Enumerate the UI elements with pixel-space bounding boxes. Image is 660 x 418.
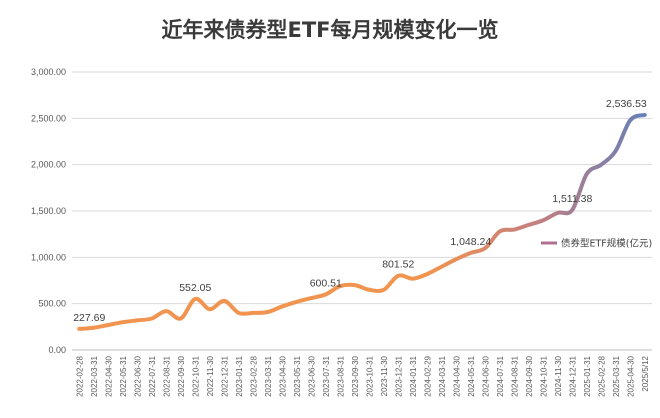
x-tick-label: 2024-07-31 [496, 355, 505, 396]
x-tick-label: 2022-03-31 [90, 355, 99, 396]
x-tick-label: 2022-12-31 [220, 355, 229, 396]
legend-label: 债券型ETF规模(亿元) [561, 238, 652, 250]
data-point [324, 293, 327, 296]
x-tick-label: 2023-01-31 [235, 355, 244, 396]
data-label: 801.52 [382, 259, 414, 271]
x-tick-label: 2024-04-30 [452, 355, 461, 396]
data-point [469, 251, 472, 254]
x-tick-label: 2024-08-31 [510, 355, 519, 396]
x-tick-label: 2024-02-29 [423, 355, 432, 396]
data-point [629, 119, 632, 122]
x-tick-label: 2022-02-28 [75, 355, 84, 396]
data-point [353, 284, 356, 287]
data-label: 1,048.24 [450, 236, 491, 248]
x-tick-label: 2022-05-31 [119, 355, 128, 396]
x-tick-label: 2024-05-31 [467, 355, 476, 396]
chart-title: 近年来债券型ETF每月规模变化一览 [161, 18, 499, 42]
x-tick-label: 2022-06-30 [133, 355, 142, 396]
x-tick-label: 2022-08-31 [162, 355, 171, 396]
x-tick-label: 2023-05-31 [293, 355, 302, 396]
data-label: 1,511.38 [552, 193, 592, 205]
data-point [571, 208, 574, 211]
x-tick-label: 2025/5/12 [641, 355, 650, 391]
data-point [542, 219, 545, 222]
x-tick-label: 2022-10-31 [191, 355, 200, 396]
x-tick-label: 2024-10-31 [539, 355, 548, 396]
data-point [194, 297, 197, 300]
x-tick-label: 2023-04-30 [278, 355, 287, 396]
data-point [107, 323, 110, 326]
x-tick-label: 2025-02-28 [597, 355, 606, 396]
x-tick-label: 2025-01-31 [583, 355, 592, 396]
data-point [498, 230, 501, 233]
data-point [281, 305, 284, 308]
x-tick-label: 2022-11-30 [206, 355, 215, 396]
data-point [295, 300, 298, 303]
data-point [368, 288, 371, 291]
y-tick-label: 0.00 [48, 345, 66, 355]
x-tick-label: 2025-04-30 [626, 355, 635, 396]
x-tick-label: 2023-08-31 [336, 355, 345, 396]
x-tick-label: 2024-09-30 [525, 355, 534, 396]
x-tick-label: 2024-11-30 [554, 355, 563, 396]
data-label: 227.69 [73, 312, 105, 324]
data-point [252, 311, 255, 314]
x-tick-label: 2023-02-28 [249, 355, 258, 396]
data-point [150, 317, 153, 320]
data-point [614, 149, 617, 152]
data-point [455, 258, 458, 261]
y-tick-label: 1,500.00 [31, 206, 66, 216]
x-tick-label: 2023-03-31 [264, 355, 273, 396]
x-tick-label: 2023-07-31 [322, 355, 331, 396]
y-tick-label: 3,000.00 [31, 67, 66, 77]
x-tick-label: 2024-06-30 [481, 355, 490, 396]
y-tick-label: 2,000.00 [31, 160, 66, 170]
data-point [179, 317, 182, 320]
data-point [600, 163, 603, 166]
data-point [78, 327, 81, 330]
data-point [527, 223, 530, 226]
data-label: 600.51 [310, 277, 342, 289]
x-tick-label: 2024-01-31 [409, 355, 418, 396]
x-tick-label: 2024-03-31 [438, 355, 447, 396]
data-point [440, 265, 443, 268]
data-point [266, 311, 269, 314]
y-tick-label: 1,000.00 [31, 252, 66, 262]
series-line [77, 112, 647, 331]
data-label: 552.05 [179, 282, 211, 294]
data-point [643, 113, 646, 116]
data-point [382, 288, 385, 291]
x-tick-label: 2024-12-31 [568, 355, 577, 396]
x-tick-label: 2022-09-30 [177, 355, 186, 396]
x-tick-label: 2023-06-30 [307, 355, 316, 396]
data-point [237, 311, 240, 314]
data-point [223, 299, 226, 302]
data-point [411, 277, 414, 280]
data-point [310, 297, 313, 300]
data-point [136, 319, 139, 322]
y-tick-label: 500.00 [38, 299, 66, 309]
data-point [92, 326, 95, 329]
data-point [121, 321, 124, 324]
x-tick-label: 2023-12-31 [394, 355, 403, 396]
data-point [556, 211, 559, 214]
data-point [426, 273, 429, 276]
x-tick-label: 2022-04-30 [104, 355, 113, 396]
data-point [585, 172, 588, 175]
x-tick-label: 2023-11-30 [380, 355, 389, 396]
y-tick-label: 2,500.00 [31, 113, 66, 123]
x-tick-label: 2022-07-31 [148, 355, 157, 396]
data-point [165, 310, 168, 313]
data-label: 2,536.53 [606, 98, 647, 110]
data-point [513, 228, 516, 231]
x-tick-label: 2025-03-31 [612, 355, 621, 396]
x-tick-label: 2023-09-30 [351, 355, 360, 396]
data-point [397, 274, 400, 277]
data-point [208, 308, 211, 311]
x-tick-label: 2023-10-31 [365, 355, 374, 396]
